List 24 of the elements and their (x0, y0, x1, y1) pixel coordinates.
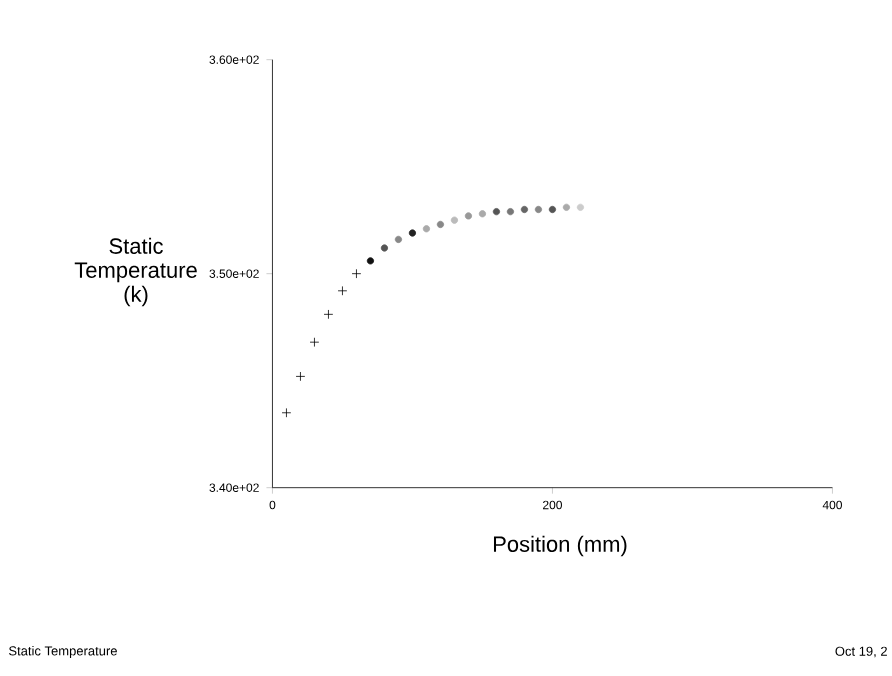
point (337, 286, 348, 296)
point (422, 225, 431, 233)
point (450, 216, 459, 224)
point (478, 210, 487, 218)
point (548, 205, 557, 214)
point (464, 212, 473, 220)
point (436, 220, 445, 229)
point (309, 337, 320, 347)
point (380, 244, 389, 252)
point (394, 235, 403, 244)
point (534, 205, 543, 214)
point (562, 203, 571, 211)
point (408, 229, 417, 237)
point (351, 268, 362, 279)
point (576, 203, 585, 211)
point (281, 407, 292, 418)
point (492, 208, 501, 216)
point (366, 257, 375, 265)
point (323, 309, 334, 320)
y-axis-title: Static Temperature (k) (74, 237, 197, 307)
x-axis-title: Position (mm) (493, 535, 627, 557)
point (295, 371, 306, 382)
point (520, 205, 529, 214)
point (506, 208, 515, 216)
